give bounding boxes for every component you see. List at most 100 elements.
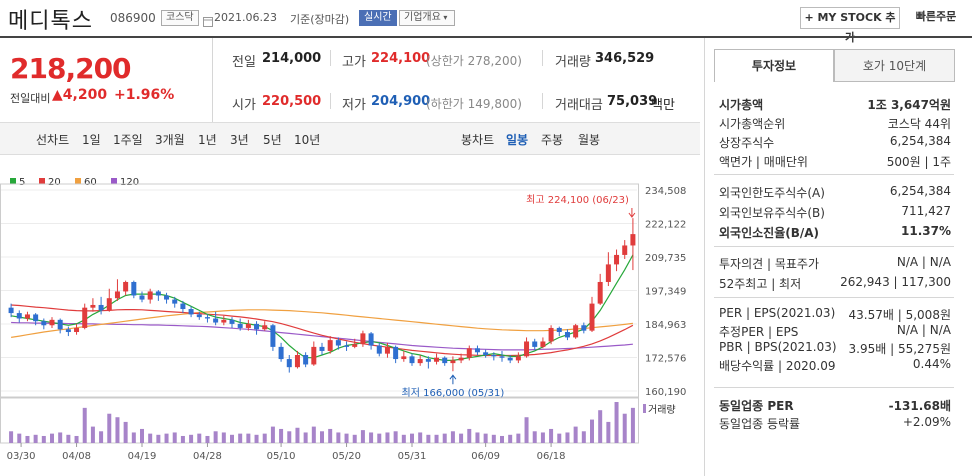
candle (98, 296, 104, 315)
legend-swatch-20 (39, 178, 45, 184)
info-row-rows4-2: PBR | BPS(2021.03) 3.95배 | 55,275원 (719, 340, 951, 358)
candle (434, 353, 440, 365)
period-0-button[interactable]: 1일 (82, 133, 101, 147)
legend-swatch-120 (111, 178, 117, 184)
volume-bar (197, 433, 202, 443)
period-3-button[interactable]: 1년 (198, 133, 217, 147)
candle (417, 355, 423, 366)
volume-bar (434, 434, 439, 443)
info-value: 0.44% (912, 357, 951, 371)
period-2-button[interactable]: 3개월 (155, 133, 185, 147)
volume-bar (303, 432, 308, 443)
candle (123, 280, 129, 296)
market-badge: 코스닥 (161, 10, 199, 26)
volume-plot-frame (0, 397, 639, 444)
info-key: 시가총액순위 (719, 117, 786, 131)
candle (294, 350, 300, 369)
volume-bar (475, 432, 480, 443)
quick-order-button[interactable]: 빠른주문 (907, 7, 965, 29)
candle (303, 352, 309, 368)
candle-period-1-button[interactable]: 주봉 (541, 133, 564, 147)
volume-bar (614, 402, 619, 443)
volume-bar (180, 435, 185, 443)
y-tick-label: 184,963 (645, 320, 686, 331)
info-value: N/A | N/A (896, 323, 951, 337)
candle (33, 313, 39, 326)
x-tick-label: 06/09 (471, 451, 500, 462)
amount-label: 거래대금 (555, 98, 603, 113)
x-tick-label: 05/31 (398, 451, 427, 462)
y-tick-label: 222,122 (645, 220, 686, 231)
candle (573, 323, 579, 339)
candle (532, 338, 538, 350)
info-row-rows1-3: 액면가 | 매매단위 500원 | 1주 (719, 153, 951, 171)
date-text: 2021.06.23 (214, 11, 277, 24)
candle (196, 311, 202, 320)
realtime-badge[interactable]: 실시간 (359, 10, 397, 26)
info-key: 외국인한도주식수(A) (719, 186, 825, 200)
volume-bar (459, 433, 464, 443)
volume-bar (33, 434, 38, 443)
stock-chart: 5 20 60 120 234,508 222,122 209,735 197,349 184,… (0, 177, 686, 462)
candle-period-0-button[interactable]: 일봉 (506, 133, 529, 147)
period-6-button[interactable]: 10년 (294, 133, 321, 147)
candle (245, 319, 251, 331)
legend-label-120: 120 (120, 177, 139, 188)
info-key: 외국인보유주식수(B) (719, 206, 825, 220)
period-1-button[interactable]: 1주일 (113, 133, 143, 147)
volume-bar (246, 433, 251, 443)
candle (270, 323, 276, 351)
volume-bar (360, 430, 365, 443)
volume-bar (352, 434, 357, 443)
info-key: 시가총액 (719, 98, 764, 112)
candle (82, 303, 88, 330)
candle (278, 342, 284, 362)
candle (49, 317, 55, 328)
candle (581, 322, 587, 334)
volume-bar (320, 431, 324, 443)
candle (213, 311, 219, 326)
tab-order-book[interactable]: 호가 10단계 (834, 49, 955, 82)
candle (65, 326, 71, 337)
candle (24, 311, 30, 322)
stock-name: 메디톡스 (8, 9, 93, 34)
candle (458, 353, 464, 364)
company-overview-dropdown[interactable]: 기업개요 ▾ (399, 10, 455, 26)
candle-period-2-button[interactable]: 월봉 (578, 133, 601, 147)
candle (16, 310, 22, 323)
candle (597, 273, 603, 305)
info-row-rows2-1: 외국인보유주식수(B) 711,427 (719, 204, 951, 222)
volume-bar (369, 432, 374, 443)
info-key: 52주최고 | 최저 (719, 277, 802, 291)
period-5-button[interactable]: 5년 (263, 133, 282, 147)
volume-bar (17, 433, 22, 443)
company-overview-label: 기업개요 (404, 12, 441, 23)
info-value: -131.68배 (888, 399, 951, 413)
volume-label: 거래량 (555, 55, 591, 70)
volume-bar (410, 433, 414, 443)
low-annotation: 최저 166,000 (05/31) (402, 387, 505, 399)
candle (164, 292, 170, 304)
volume-bar (123, 421, 128, 443)
candle (188, 306, 194, 318)
period-4-button[interactable]: 3년 (230, 133, 249, 147)
volume-bar (549, 428, 554, 443)
volume-bar (500, 435, 504, 443)
volume-bar (205, 435, 210, 443)
candle (524, 337, 530, 358)
volume-bar (82, 407, 87, 443)
price-plot-frame (0, 183, 639, 398)
info-key: 상장주식수 (719, 136, 775, 150)
my-stock-add-button[interactable]: + MY STOCK 추가 (800, 7, 900, 44)
candle (491, 352, 497, 361)
prev-close-value: 214,000 (262, 51, 322, 66)
volume-bar (467, 428, 472, 443)
ma20-line (11, 304, 634, 357)
high-label: 고가 (342, 55, 366, 70)
volume-bar (131, 432, 136, 443)
info-key: 추정PER | EPS (719, 325, 799, 339)
candle (466, 345, 472, 361)
volume-bar (74, 435, 79, 443)
info-value: N/A | N/A (896, 255, 951, 269)
tab-investment-info[interactable]: 투자정보 (714, 49, 834, 82)
